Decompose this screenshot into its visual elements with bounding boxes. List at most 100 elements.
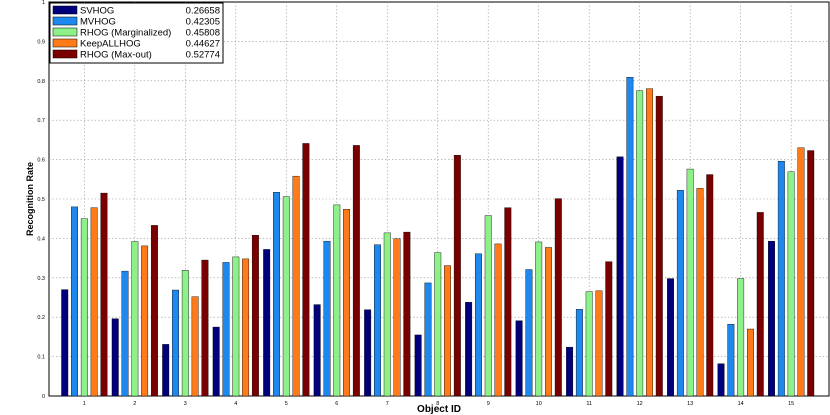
bar	[646, 88, 653, 397]
bar	[797, 147, 805, 397]
bar	[302, 143, 310, 397]
bar	[706, 174, 714, 397]
legend-swatch	[52, 38, 78, 48]
bar	[737, 278, 745, 397]
x-tick-label: 6	[335, 401, 338, 407]
bar	[80, 218, 88, 397]
bar	[71, 206, 78, 397]
legend-swatch	[52, 49, 78, 59]
bar	[222, 262, 230, 397]
bar	[504, 207, 512, 397]
x-tick-label: 2	[133, 401, 136, 407]
bar	[525, 269, 533, 397]
x-tick-label: 5	[285, 401, 288, 407]
bar	[251, 235, 259, 397]
y-tick-label: 0	[42, 394, 45, 400]
bar	[535, 241, 543, 397]
legend: SVHOG 0.26658 MVHOG 0.42305 RHOG (Marginaliz…	[49, 2, 224, 64]
bar	[141, 245, 149, 397]
bar	[595, 290, 603, 397]
bar	[474, 253, 482, 397]
bar	[585, 291, 593, 397]
bar	[352, 145, 360, 397]
bar	[605, 261, 613, 397]
bar-series	[61, 77, 815, 397]
bar	[616, 156, 624, 397]
y-tick-label: 0.6	[37, 158, 45, 164]
x-tick-label: 8	[436, 401, 439, 407]
bar	[172, 289, 179, 397]
y-tick-label: 0.8	[37, 79, 45, 85]
bar	[676, 190, 684, 397]
bar	[131, 241, 139, 397]
legend-entry-name: RHOG (Max-out)	[80, 50, 152, 61]
bar	[465, 302, 473, 397]
y-tick-label: 0.1	[37, 355, 45, 361]
x-tick-label: 15	[788, 401, 794, 407]
y-tick-label: 0.9	[37, 39, 45, 45]
bar	[201, 259, 209, 397]
bar	[727, 324, 735, 397]
bar	[162, 344, 170, 397]
bar	[383, 232, 391, 397]
bar	[333, 204, 341, 397]
x-axis-label: Object ID	[417, 404, 461, 415]
bar	[777, 160, 785, 397]
y-tick-label: 0.7	[37, 118, 45, 124]
y-tick-label: 1	[42, 0, 45, 6]
bar	[453, 155, 461, 397]
legend-entry-name: MVHOG	[80, 17, 116, 28]
bar	[374, 244, 381, 397]
bar	[807, 150, 815, 397]
bar	[515, 320, 523, 397]
bar	[111, 318, 119, 397]
bar	[444, 265, 451, 397]
bar	[212, 326, 220, 397]
bar	[414, 334, 422, 397]
bar	[313, 304, 321, 397]
legend-entry-name: RHOG (Marginalized)	[80, 28, 171, 39]
bar	[575, 309, 583, 397]
bar	[282, 196, 290, 397]
y-tick-label: 0.5	[37, 197, 45, 203]
legend-entry-score: 0.42305	[186, 17, 220, 28]
bar	[636, 90, 644, 397]
legend-entry-name: SVHOG	[80, 6, 114, 17]
bar	[545, 247, 552, 397]
bar	[403, 231, 411, 397]
y-tick-label: 0.4	[37, 236, 45, 242]
bar	[554, 198, 562, 397]
bar	[292, 175, 300, 397]
bar	[191, 296, 199, 397]
x-tick-label: 3	[184, 401, 187, 407]
bar	[232, 256, 240, 397]
bar	[747, 328, 754, 397]
legend-entry-score: 0.45808	[186, 28, 220, 39]
bar	[100, 192, 108, 397]
bar	[424, 282, 432, 397]
x-tick-label: 9	[487, 401, 490, 407]
bar	[364, 309, 372, 397]
legend-swatch	[52, 27, 78, 37]
legend-entry-score: 0.26658	[186, 6, 220, 17]
bar	[393, 238, 401, 397]
bar	[626, 77, 634, 397]
x-tick-label: 10	[536, 401, 542, 407]
bar	[121, 270, 129, 397]
y-tick-label: 0.2	[37, 315, 45, 321]
bar	[494, 243, 502, 397]
bar	[343, 209, 351, 397]
y-axis-label: Recognition Rate	[25, 162, 35, 236]
bar	[484, 215, 492, 397]
x-axis-ticks: 1 2 3 4 5 6 7 8 9 10 11 12 13 14 15	[83, 401, 794, 407]
bar	[150, 225, 158, 397]
bar	[242, 258, 250, 397]
x-tick-label: 13	[687, 401, 693, 407]
x-tick-label: 4	[234, 401, 237, 407]
legend-entry-name: KeepALLHOG	[80, 39, 141, 50]
bar	[667, 278, 675, 397]
bar	[696, 188, 704, 397]
legend-entry-score: 0.52774	[186, 50, 220, 61]
x-tick-label: 1	[83, 401, 86, 407]
